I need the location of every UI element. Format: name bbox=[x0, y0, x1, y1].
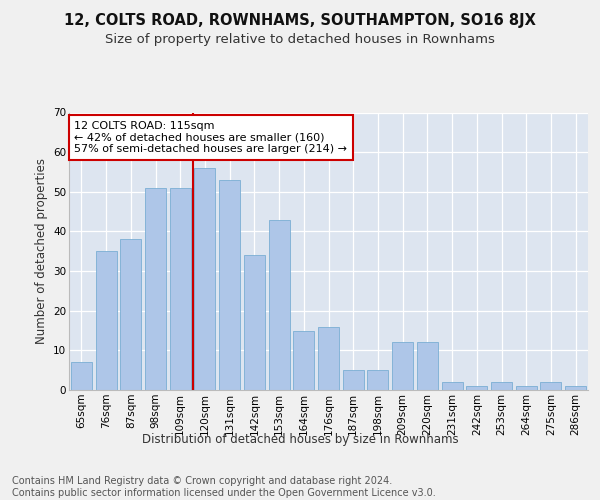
Bar bbox=[170, 188, 191, 390]
Bar bbox=[244, 255, 265, 390]
Y-axis label: Number of detached properties: Number of detached properties bbox=[35, 158, 47, 344]
Text: Size of property relative to detached houses in Rownhams: Size of property relative to detached ho… bbox=[105, 32, 495, 46]
Bar bbox=[194, 168, 215, 390]
Bar bbox=[343, 370, 364, 390]
Bar bbox=[516, 386, 537, 390]
Bar bbox=[318, 326, 339, 390]
Bar bbox=[541, 382, 562, 390]
Bar bbox=[71, 362, 92, 390]
Bar bbox=[565, 386, 586, 390]
Bar bbox=[367, 370, 388, 390]
Bar bbox=[442, 382, 463, 390]
Text: 12, COLTS ROAD, ROWNHAMS, SOUTHAMPTON, SO16 8JX: 12, COLTS ROAD, ROWNHAMS, SOUTHAMPTON, S… bbox=[64, 12, 536, 28]
Bar bbox=[466, 386, 487, 390]
Bar bbox=[293, 330, 314, 390]
Bar bbox=[392, 342, 413, 390]
Bar bbox=[417, 342, 438, 390]
Bar bbox=[491, 382, 512, 390]
Bar bbox=[269, 220, 290, 390]
Bar bbox=[120, 240, 141, 390]
Bar bbox=[95, 251, 116, 390]
Text: Contains HM Land Registry data © Crown copyright and database right 2024.
Contai: Contains HM Land Registry data © Crown c… bbox=[12, 476, 436, 498]
Text: Distribution of detached houses by size in Rownhams: Distribution of detached houses by size … bbox=[142, 432, 458, 446]
Text: 12 COLTS ROAD: 115sqm
← 42% of detached houses are smaller (160)
57% of semi-det: 12 COLTS ROAD: 115sqm ← 42% of detached … bbox=[74, 121, 347, 154]
Bar bbox=[145, 188, 166, 390]
Bar bbox=[219, 180, 240, 390]
